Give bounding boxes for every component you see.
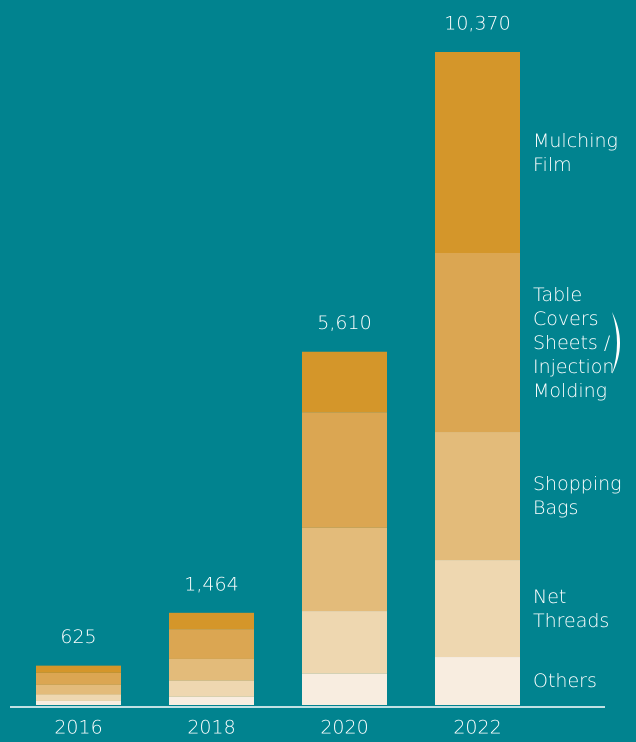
- legend-label: Table Covers Sheets / Injection Molding: [533, 283, 615, 402]
- bar-segment: [169, 658, 254, 681]
- total-label: 10,370: [444, 13, 510, 35]
- legend-label: Mulching Film: [533, 129, 618, 176]
- bar-segment: [169, 696, 254, 705]
- bar-segment: [435, 657, 520, 705]
- bar-segment: [169, 680, 254, 697]
- total-label: 1,464: [184, 573, 238, 595]
- bar-segment: [302, 351, 387, 413]
- bar-segment: [169, 612, 254, 630]
- x-tick-label: 2018: [187, 717, 235, 739]
- bracket: [612, 312, 620, 374]
- bar-segment: [435, 432, 520, 561]
- legend-label: Shopping Bags: [533, 473, 622, 520]
- bar-segment: [302, 412, 387, 528]
- bar-segment: [36, 684, 121, 695]
- total-label: 625: [60, 626, 96, 648]
- total-label: 5,610: [317, 312, 371, 334]
- bar-segment: [435, 52, 520, 254]
- legend-label: Others: [533, 670, 597, 692]
- x-tick-label: 2016: [54, 717, 102, 739]
- x-tick-label: 2020: [320, 717, 368, 739]
- bar-segment: [169, 629, 254, 659]
- bar-segment: [435, 560, 520, 658]
- bar-segment: [36, 665, 121, 673]
- bar-segment: [36, 672, 121, 685]
- bar-segment: [36, 694, 121, 701]
- bar-segment: [302, 527, 387, 612]
- bar-segment: [36, 700, 121, 705]
- x-tick-label: 2022: [453, 717, 501, 739]
- legend-label: Net Threads: [533, 585, 610, 632]
- bar-segment: [302, 611, 387, 674]
- bar-segment: [302, 673, 387, 705]
- bar-segment: [435, 253, 520, 433]
